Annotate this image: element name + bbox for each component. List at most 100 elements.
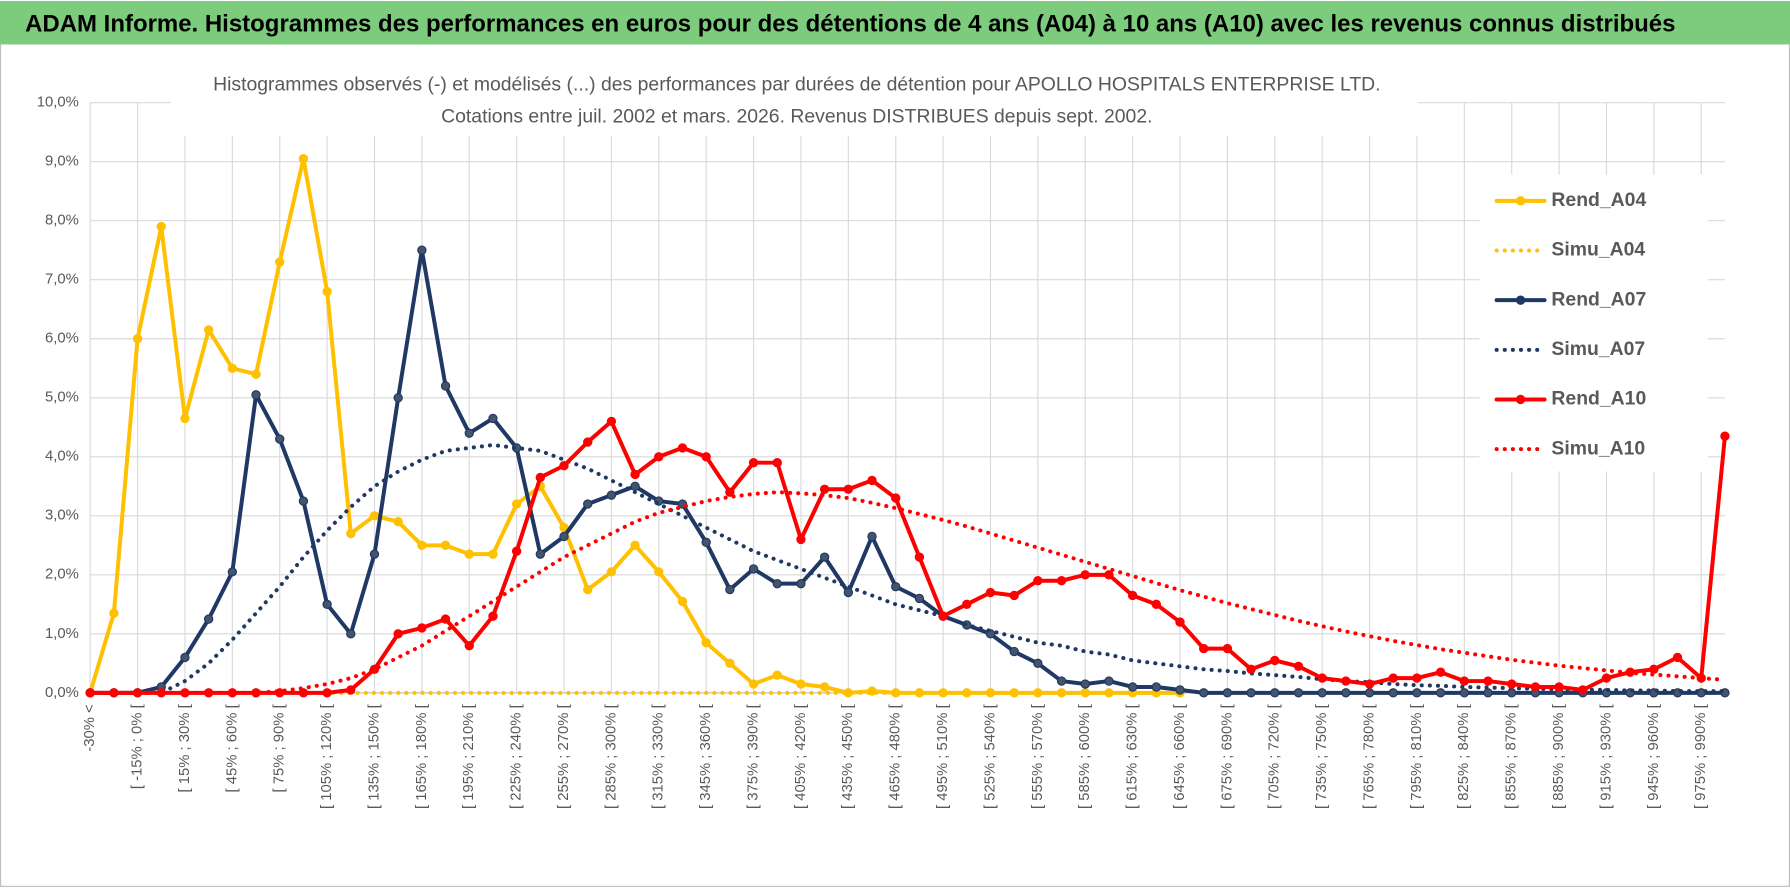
series-marker (1033, 576, 1043, 586)
x-tick-label: [ 825% ; 840% [ (1456, 704, 1472, 809)
series-marker (796, 679, 806, 689)
x-tick-label: [ 495% ; 510% [ (935, 704, 951, 809)
series-marker (1412, 688, 1422, 698)
series-marker (298, 496, 309, 506)
series-marker (701, 452, 711, 462)
x-tick-label: [ 735% ; 750% [ (1314, 704, 1330, 809)
series-marker (511, 499, 522, 509)
series-marker (606, 416, 617, 427)
series-marker (891, 581, 901, 592)
x-tick-label: [ 255% ; 270% [ (556, 704, 572, 809)
series-marker (440, 381, 451, 391)
series-marker (796, 578, 806, 589)
series-marker (701, 537, 711, 548)
chart-subtitle: Cotations entre juil. 2002 et mars. 2026… (441, 106, 1152, 128)
x-tick-label: [ 375% ; 390% [ (745, 704, 761, 809)
legend-label: Simu_A10 (1551, 437, 1645, 459)
series-marker (843, 587, 854, 598)
header-title: ADAM Informe. Histogrammes des performan… (25, 10, 1675, 37)
series-marker (1080, 570, 1090, 580)
series-line (88, 248, 1727, 695)
series-marker (1127, 590, 1138, 601)
x-tick-label: [ 165% ; 180% [ (414, 704, 430, 809)
series-marker (748, 458, 759, 468)
series-marker (464, 549, 474, 559)
series-marker (417, 245, 427, 255)
series-marker (488, 549, 498, 559)
series-marker (1270, 655, 1280, 666)
series-marker (1317, 673, 1327, 683)
series-marker (251, 369, 261, 379)
series-marker (322, 286, 332, 297)
series-line (88, 419, 1727, 695)
series-marker (772, 578, 782, 589)
series-marker (1175, 617, 1185, 627)
x-tick-label: [ 675% ; 690% [ (1219, 704, 1235, 809)
x-tick-label: [ 135% ; 150% [ (366, 704, 382, 809)
series-marker (1459, 676, 1469, 686)
series-marker (962, 599, 972, 610)
x-tick-label: [ 615% ; 630% [ (1125, 704, 1141, 809)
series-marker (1246, 664, 1256, 674)
series-marker (938, 611, 948, 621)
series-marker (1672, 652, 1683, 663)
legend-label: Simu_A07 (1551, 338, 1645, 360)
series-marker (1009, 590, 1019, 601)
header-band (0, 1, 1790, 45)
series-marker (203, 614, 214, 624)
series-marker (1388, 688, 1398, 698)
series-marker (654, 567, 664, 577)
legend-label: Rend_A04 (1551, 189, 1646, 211)
series-marker (748, 564, 759, 574)
series-marker (488, 611, 498, 621)
legend-backdrop (1479, 174, 1708, 472)
series-marker (535, 549, 546, 559)
series-marker (275, 434, 285, 444)
series-marker (630, 469, 640, 480)
series-marker (1530, 682, 1541, 692)
y-tick-label: 3,0% (45, 508, 79, 524)
series-marker (464, 428, 474, 438)
series-marker (725, 658, 735, 669)
series-marker (203, 325, 214, 335)
y-tick-label: 4,0% (45, 449, 79, 465)
series-marker (772, 670, 782, 680)
series-marker (1554, 682, 1564, 692)
series-marker (1412, 673, 1422, 683)
series-marker (1127, 682, 1138, 692)
legend-marker (1515, 295, 1526, 305)
x-tick-label: [ -15% ; 0% [ (129, 704, 145, 789)
series-marker (180, 413, 190, 424)
series-marker (1341, 688, 1351, 698)
series-marker (1459, 688, 1469, 698)
series-marker (1649, 664, 1659, 674)
series-marker (819, 552, 830, 562)
series-marker (1601, 673, 1612, 683)
series-marker (1080, 679, 1090, 689)
x-tick-label: [ 795% ; 810% [ (1409, 704, 1425, 809)
y-tick-label: 1,0% (45, 626, 79, 642)
series-marker (132, 334, 143, 344)
series-marker (488, 413, 498, 424)
series-marker (251, 390, 261, 400)
series-marker (346, 528, 356, 539)
series-marker (1104, 570, 1114, 580)
series-marker (1151, 599, 1162, 610)
y-tick-label: 2,0% (45, 567, 79, 583)
series-marker (511, 546, 522, 556)
series-marker (369, 549, 380, 559)
series-marker (464, 640, 474, 651)
series-marker (298, 688, 309, 698)
series-marker (535, 472, 546, 483)
x-tick-label: [ 345% ; 360% [ (698, 704, 714, 809)
series-marker (914, 552, 925, 562)
x-tick-label: [ 555% ; 570% [ (1030, 704, 1046, 809)
x-tick-label: [ 705% ; 720% [ (1267, 704, 1283, 809)
series-marker (701, 638, 711, 648)
series-marker (1341, 676, 1351, 686)
chart-title: Histogrammes observés (-) et modélisés (… (213, 74, 1381, 96)
series-marker (1720, 431, 1730, 441)
x-tick-label: -30% < (82, 704, 98, 751)
x-tick-label: [ 15% ; 30% [ (177, 704, 193, 792)
